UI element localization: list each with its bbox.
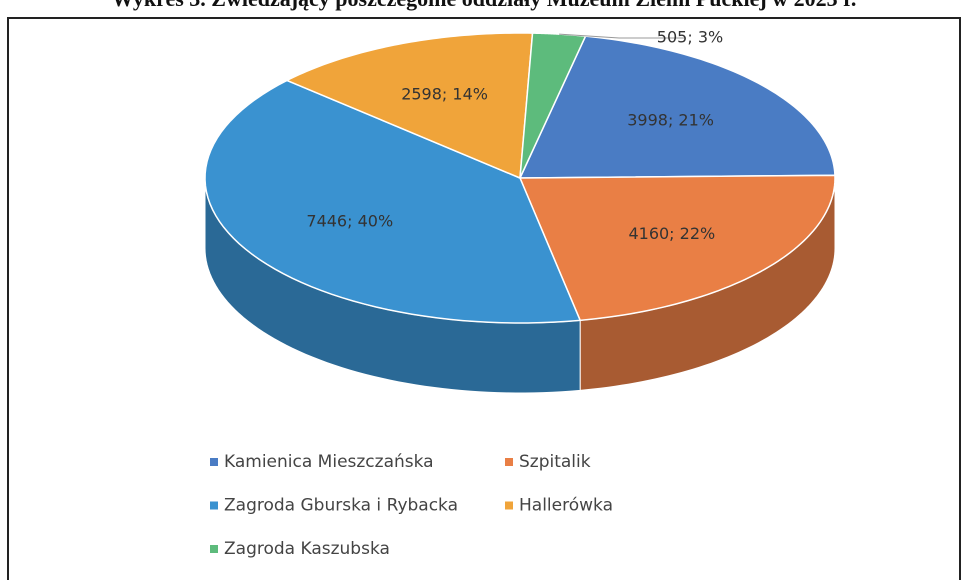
legend-label: Kamienica Mieszczańska: [224, 452, 434, 472]
value-label: 4160; 22%: [628, 224, 715, 243]
legend-label: Hallerówka: [519, 496, 613, 516]
legend-label: Szpitalik: [519, 452, 591, 472]
pie-slice: [518, 174, 836, 322]
legend-swatch: [210, 458, 218, 466]
pie-slice: [285, 32, 534, 180]
legend-swatch: [210, 545, 218, 553]
pie-slice: [518, 35, 836, 179]
legend-label: Zagroda Kaszubska: [224, 539, 390, 559]
leader-line: [559, 33, 685, 39]
legend-swatch: [505, 501, 513, 510]
value-label: 2598; 14%: [401, 85, 488, 104]
value-label: 7446; 40%: [306, 212, 393, 231]
legend-label: Zagroda Gburska i Rybacka: [224, 496, 458, 516]
legend-swatch: [210, 501, 218, 510]
value-label: 505; 3%: [657, 28, 723, 47]
frame: [7, 17, 961, 580]
legend-swatch: [505, 458, 513, 466]
chart-title: Wykres 3. Zwiedzający poszczególne oddzi…: [112, 0, 857, 11]
value-label: 3998; 21%: [627, 110, 714, 129]
pie-slice: [204, 79, 582, 324]
